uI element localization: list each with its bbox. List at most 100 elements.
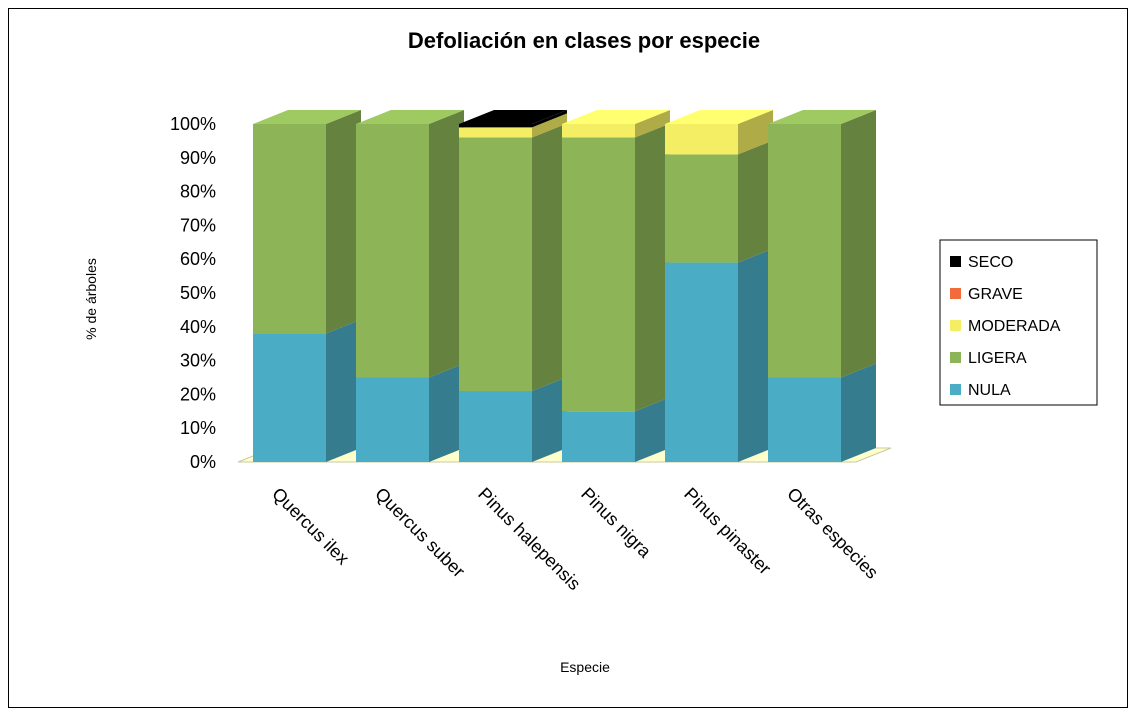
bar-front-face [665,262,738,462]
bar-side-face [738,248,773,462]
y-tick-label: 90% [180,148,216,168]
bar-side-face [635,397,670,462]
bar-side-face [532,113,567,138]
bar-side-face [326,319,361,462]
bar-top-face [356,110,464,124]
legend-item-nula: NULA [950,382,1011,399]
bar-segment-seco [459,110,567,128]
bar-front-face [562,411,635,462]
bar-side-face [429,110,464,378]
legend-swatch [950,384,961,395]
bar-front-face [356,377,429,462]
bar-segment-ligera [768,110,876,378]
x-tick-label: Pinus halepensis [474,484,584,594]
x-tick-label: Pinus pinaster [680,484,775,579]
bar-segment-ligera [562,123,670,412]
legend-swatch [950,256,961,267]
x-axis-categories: Quercus ilex Quercus suber Pinus halepensi… [268,484,882,594]
bar-top-face [768,110,876,124]
bar-side-face [532,377,567,462]
y-tick-label: 10% [180,418,216,438]
legend-swatch [950,352,961,363]
y-axis-label: % de árboles [83,258,99,340]
bar-front-face [459,124,532,128]
bar-segment-ligera [253,110,361,334]
y-tick-label: 20% [180,384,216,404]
bar-front-face [562,124,635,138]
bar-side-face [532,110,567,128]
y-tick-label: 50% [180,283,216,303]
bar-stack-quercus-ilex [253,110,361,462]
bar-stack-otras-especies [768,110,876,462]
bar-segment-ligera [356,110,464,378]
bar-front-face [459,391,532,462]
bar-front-face [253,124,326,334]
bar-side-face [841,363,876,462]
bar-side-face [635,110,670,138]
legend-swatch [950,288,961,299]
chart-title: Defoliación en clases por especie [408,28,760,53]
bar-stack-pinus-pinaster [665,110,773,462]
bar-segment-nula [459,377,567,462]
y-tick-label: 30% [180,351,216,371]
bar-side-face [532,123,567,392]
bar-segment-moderada [665,110,773,155]
bar-side-face [326,110,361,334]
bar-front-face [459,127,532,138]
legend-item-seco: SECO [950,254,1013,271]
bar-side-face [738,140,773,263]
bar-segment-moderada [459,113,567,138]
bar-side-face [429,363,464,462]
bar-segment-moderada [562,110,670,138]
legend-swatch [950,320,961,331]
bar-front-face [356,124,429,378]
bar-front-face [459,137,532,392]
x-tick-label: Quercus ilex [268,484,353,569]
bar-segment-ligera [459,123,567,392]
bar-front-face [665,154,738,263]
x-tick-label: Otras especies [783,484,882,583]
bar-top-face [665,110,773,124]
y-tick-label: 40% [180,317,216,337]
bar-front-face [253,333,326,462]
bar-segment-nula [253,319,361,462]
bar-front-face [768,377,841,462]
x-tick-label: Quercus suber [371,484,469,582]
bar-top-face [253,110,361,124]
bar-front-face [562,137,635,412]
legend-item-moderada: MODERADA [950,318,1061,335]
legend-label: MODERADA [968,318,1061,335]
bar-segment-nula [356,363,464,462]
bar-segment-ligera [665,140,773,263]
legend-item-ligera: LIGERA [950,350,1027,367]
legend-label: SECO [968,254,1013,271]
x-axis-label: Especie [560,659,610,675]
legend-label: GRAVE [968,286,1023,303]
y-tick-label: 0% [190,452,216,472]
bar-stack-pinus-nigra [562,110,670,462]
bar-side-face [738,110,773,155]
bar-top-face [459,110,567,124]
x-tick-label: Pinus nigra [577,484,656,563]
bar-side-face [635,123,670,412]
bar-front-face [665,124,738,155]
y-axis-ticks: 0% 10% 20% 30% 40% 50% 60% 70% 80% 90% 100% [170,114,216,472]
y-tick-label: 80% [180,182,216,202]
legend: SECO GRAVE MODERADA LIGERA NULA [939,239,1098,406]
bar-stack-pinus-halepensis [459,110,567,462]
bar-segment-nula [665,248,773,462]
legend-box [939,239,1098,406]
bar-top-face [562,110,670,124]
bar-stack-quercus-suber [356,110,464,462]
y-tick-label: 70% [180,215,216,235]
bar-side-face [841,110,876,378]
bar-segment-nula [562,397,670,462]
bars [253,110,876,462]
y-tick-label: 60% [180,249,216,269]
bar-front-face [768,124,841,378]
legend-label: NULA [968,382,1011,399]
y-tick-label: 100% [170,114,216,134]
bar-segment-nula [768,363,876,462]
legend-item-grave: GRAVE [950,286,1023,303]
